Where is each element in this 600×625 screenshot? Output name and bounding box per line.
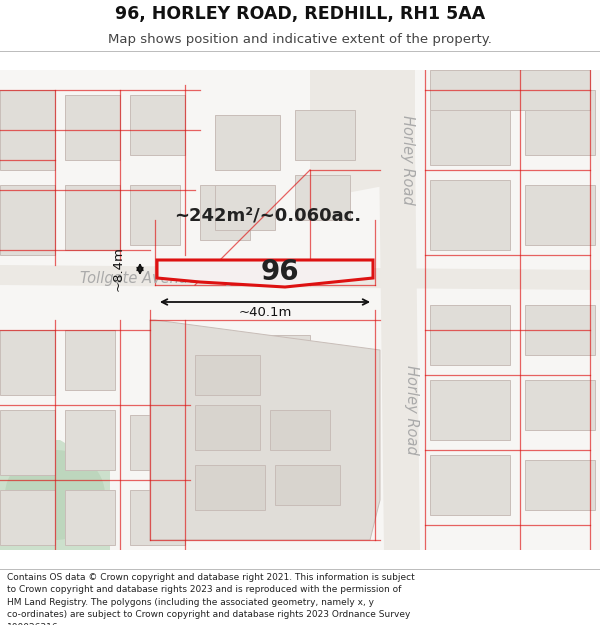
- Text: 96, HORLEY ROAD, REDHILL, RH1 5AA: 96, HORLEY ROAD, REDHILL, RH1 5AA: [115, 6, 485, 23]
- Bar: [430, 90, 510, 165]
- Bar: [130, 95, 185, 155]
- Polygon shape: [0, 265, 600, 290]
- Ellipse shape: [5, 450, 105, 540]
- Text: ~8.4m: ~8.4m: [112, 246, 125, 291]
- Text: Tollgate Avenue: Tollgate Avenue: [202, 271, 319, 286]
- Bar: [0, 490, 55, 545]
- Text: Contains OS data © Crown copyright and database right 2021. This information is : Contains OS data © Crown copyright and d…: [7, 572, 415, 625]
- Polygon shape: [310, 70, 415, 200]
- Bar: [200, 185, 250, 240]
- Bar: [130, 415, 185, 470]
- Text: Map shows position and indicative extent of the property.: Map shows position and indicative extent…: [108, 34, 492, 46]
- Bar: [65, 490, 115, 545]
- Bar: [430, 70, 590, 110]
- Bar: [65, 95, 120, 160]
- Bar: [270, 410, 330, 450]
- Text: Horley Road: Horley Road: [400, 115, 415, 205]
- Polygon shape: [150, 320, 380, 540]
- Bar: [65, 185, 120, 250]
- Bar: [525, 460, 595, 510]
- Bar: [155, 410, 225, 470]
- Bar: [0, 90, 55, 170]
- Bar: [295, 110, 355, 160]
- Bar: [0, 410, 55, 475]
- Bar: [235, 415, 300, 470]
- Bar: [240, 335, 310, 395]
- Text: ~242m²/~0.060ac.: ~242m²/~0.060ac.: [175, 206, 362, 224]
- Text: 96: 96: [260, 258, 299, 286]
- Bar: [195, 405, 260, 450]
- Bar: [215, 185, 275, 230]
- Bar: [0, 185, 55, 255]
- Bar: [0, 330, 55, 395]
- Bar: [65, 410, 115, 470]
- Bar: [195, 465, 265, 510]
- Bar: [525, 90, 595, 155]
- Bar: [130, 490, 185, 545]
- Text: Tollgate Avenue: Tollgate Avenue: [80, 271, 197, 286]
- Polygon shape: [378, 70, 420, 550]
- Bar: [525, 305, 595, 355]
- Bar: [430, 305, 510, 365]
- Bar: [215, 115, 280, 170]
- Bar: [430, 455, 510, 515]
- Text: Horley Road: Horley Road: [404, 365, 419, 455]
- Bar: [430, 380, 510, 440]
- Bar: [195, 355, 260, 395]
- Bar: [430, 180, 510, 250]
- Bar: [295, 175, 350, 220]
- Bar: [525, 185, 595, 245]
- Bar: [155, 330, 230, 395]
- Polygon shape: [0, 440, 110, 550]
- Bar: [65, 330, 115, 390]
- Polygon shape: [157, 260, 373, 287]
- Text: ~40.1m: ~40.1m: [238, 306, 292, 319]
- Bar: [130, 185, 180, 245]
- Bar: [525, 380, 595, 430]
- Bar: [310, 415, 370, 470]
- Bar: [275, 465, 340, 505]
